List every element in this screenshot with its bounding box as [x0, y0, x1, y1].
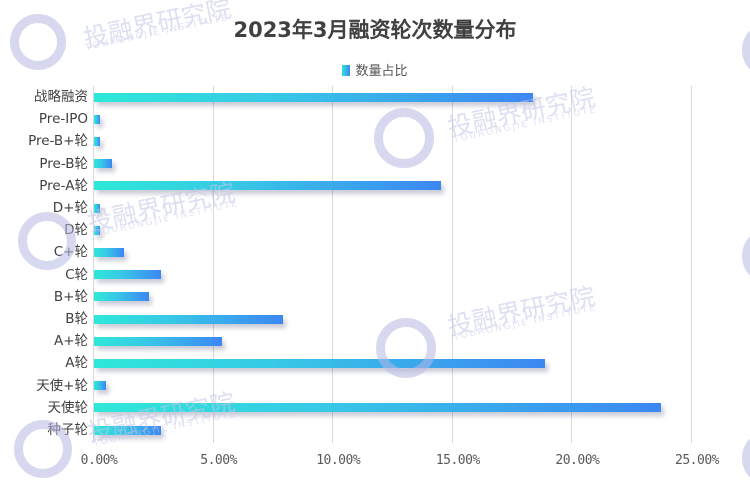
bar[interactable]: [94, 336, 222, 346]
watermark-logo-icon: [742, 430, 750, 486]
x-tick-label: 0.00%: [80, 453, 118, 468]
bar[interactable]: [94, 181, 441, 191]
chart-title: 2023年3月融资轮次数量分布: [233, 18, 517, 42]
watermark-logo-icon: [18, 212, 76, 270]
bar[interactable]: [94, 247, 124, 257]
y-category-label: B+轮: [53, 288, 88, 305]
gridline: [571, 86, 573, 443]
y-category-label: A+轮: [53, 333, 88, 350]
gridline: [691, 86, 692, 443]
x-tick-label: 25.00%: [675, 453, 719, 468]
y-category-label: 战略融资: [34, 89, 88, 105]
legend-swatch-icon: [342, 65, 351, 76]
y-category-label: D轮: [64, 222, 88, 239]
bar[interactable]: [94, 292, 150, 302]
bar[interactable]: [94, 425, 161, 435]
x-tick-label: 10.00%: [316, 453, 361, 468]
y-axis-line: [93, 86, 94, 443]
bar[interactable]: [94, 381, 106, 391]
legend-label: 数量占比: [355, 64, 408, 79]
bar[interactable]: [94, 314, 283, 324]
y-category-label: Pre-B轮: [39, 155, 88, 172]
bar[interactable]: [94, 203, 100, 213]
y-category-label: D+轮: [52, 200, 88, 216]
gridline: [212, 86, 214, 443]
y-category-label: 种子轮: [47, 422, 89, 438]
gridline: [451, 86, 453, 443]
y-category-label: 天使+轮: [36, 377, 88, 394]
plot-area: [93, 86, 693, 443]
bar[interactable]: [94, 92, 533, 102]
x-tick-label: 5.00%: [200, 453, 237, 468]
y-category-label: Pre-IPO: [38, 111, 88, 128]
gridline: [332, 86, 334, 443]
watermark-logo-icon: [742, 228, 750, 284]
y-category-label: C+轮: [53, 244, 88, 261]
bar[interactable]: [94, 136, 100, 146]
y-category-label: Pre-B+轮: [28, 133, 88, 150]
y-category-label: Pre-A轮: [39, 177, 88, 194]
bar[interactable]: [94, 225, 100, 235]
x-tick-label: 15.00%: [435, 453, 480, 468]
bar[interactable]: [94, 358, 545, 368]
legend[interactable]: 数量占比: [0, 60, 750, 79]
bar[interactable]: [94, 403, 661, 413]
y-category-label: A轮: [65, 355, 88, 372]
bar[interactable]: [94, 270, 161, 280]
y-category-label: C轮: [65, 266, 88, 283]
y-category-label: 天使轮: [47, 399, 89, 416]
bar[interactable]: [94, 114, 100, 124]
bar[interactable]: [94, 159, 112, 169]
x-tick-label: 20.00%: [555, 453, 600, 468]
y-category-label: B轮: [65, 311, 88, 327]
